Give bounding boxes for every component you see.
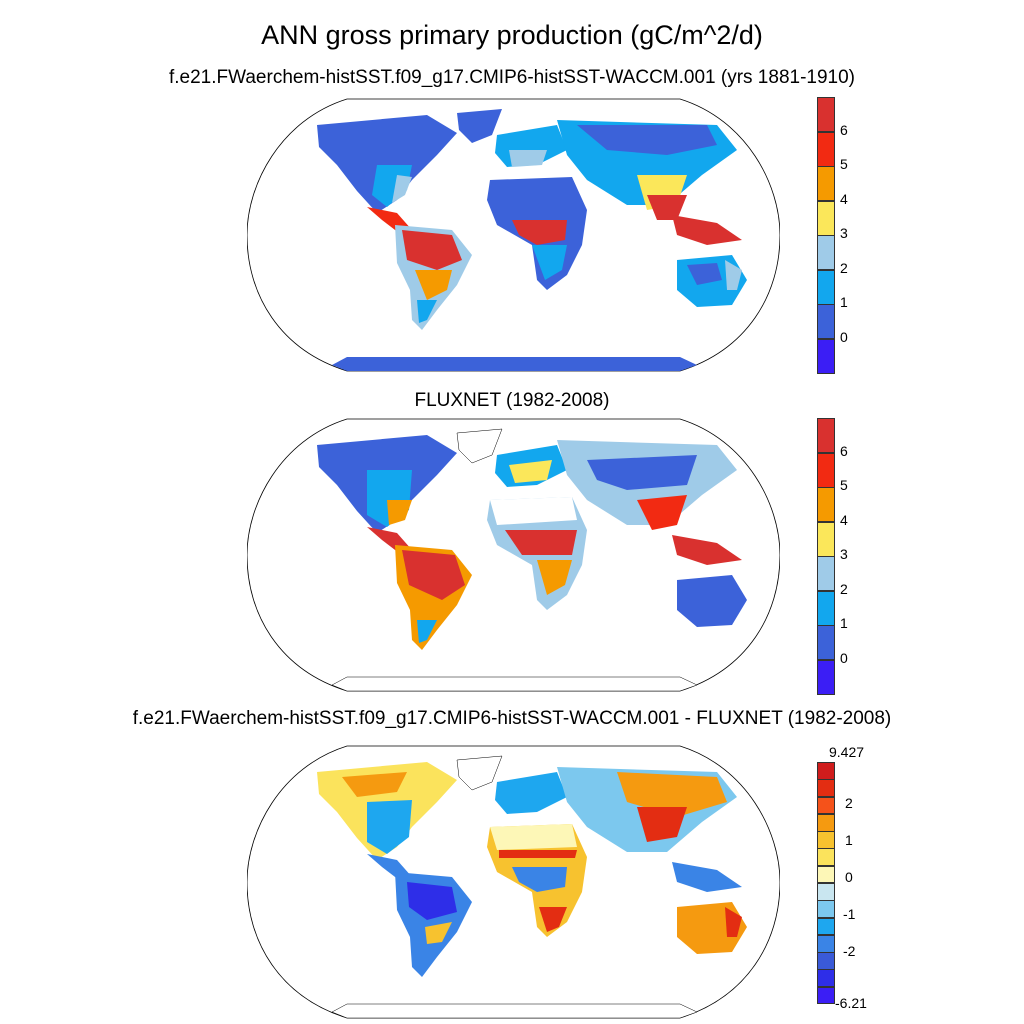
colorbar-3-label: 0 xyxy=(845,869,853,885)
greenland xyxy=(457,109,502,143)
colorbar-swatch xyxy=(817,883,835,901)
colorbar-swatch xyxy=(817,166,835,201)
panel-3-world-map xyxy=(247,745,780,1019)
colorbar-swatch xyxy=(817,556,835,591)
figure-title: ANN gross primary production (gC/m^2/d) xyxy=(261,20,763,50)
panel-3-colorbar xyxy=(817,762,835,1005)
colorbar-1-label: 3 xyxy=(840,225,848,241)
colorbar-swatch xyxy=(817,338,835,374)
colorbar-swatch xyxy=(817,97,835,132)
colorbar-swatch xyxy=(817,900,835,919)
colorbar-3-label: -6.21 xyxy=(835,995,867,1011)
colorbar-swatch xyxy=(817,304,835,339)
greenland xyxy=(456,428,503,464)
colorbar-swatch xyxy=(817,235,835,270)
colorbar-swatch xyxy=(817,418,835,453)
colorbar-1-label: 5 xyxy=(840,156,848,172)
colorbar-swatch xyxy=(817,269,835,305)
colorbar-swatch xyxy=(817,934,835,953)
colorbar-swatch xyxy=(817,952,835,970)
colorbar-swatch xyxy=(817,131,835,167)
colorbar-swatch xyxy=(817,969,835,988)
colorbar-1-label: 2 xyxy=(840,260,848,276)
colorbar-swatch xyxy=(817,813,835,832)
maritime-southeast-asia xyxy=(672,535,742,565)
colorbar-swatch xyxy=(817,917,835,936)
colorbar-2-label: 4 xyxy=(840,512,848,528)
maritime-southeast-asia xyxy=(672,215,742,245)
australia xyxy=(677,575,747,627)
colorbar-2-label: 0 xyxy=(840,650,848,666)
colorbar-swatch xyxy=(817,200,835,236)
colorbar-swatch xyxy=(817,848,835,867)
colorbar-swatch xyxy=(817,796,835,815)
antarctica xyxy=(331,676,698,692)
colorbar-2-label: 2 xyxy=(840,581,848,597)
antarctica xyxy=(331,1003,698,1019)
land xyxy=(317,109,747,371)
panel-2-subtitle: FLUXNET (1982-2008) xyxy=(414,390,610,411)
colorbar-2-label: 1 xyxy=(840,615,848,631)
panel-1-world-map xyxy=(247,98,780,372)
colorbar-1-label: 0 xyxy=(840,329,848,345)
colorbar-swatch xyxy=(817,762,835,780)
panel-2-world-map xyxy=(247,418,780,692)
maritime-southeast-asia xyxy=(672,862,742,892)
colorbar-swatch xyxy=(817,521,835,557)
colorbar-1-label: 6 xyxy=(840,122,848,138)
colorbar-swatch xyxy=(817,452,835,488)
north-america xyxy=(317,115,457,213)
colorbar-swatch xyxy=(817,779,835,798)
land xyxy=(317,755,747,1019)
colorbar-3-label: 1 xyxy=(845,832,853,848)
panel-3-subtitle: f.e21.FWaerchem-histSST.f09_g17.CMIP6-hi… xyxy=(132,708,892,729)
panel-1-colorbar xyxy=(817,97,835,374)
colorbar-2-label: 5 xyxy=(840,477,848,493)
colorbar-2-label: 6 xyxy=(840,443,848,459)
colorbar-3-label: 9.427 xyxy=(829,744,865,760)
colorbar-swatch xyxy=(817,986,835,1005)
colorbar-1-label: 1 xyxy=(840,294,848,310)
greenland xyxy=(456,755,503,791)
panel-2-colorbar xyxy=(817,418,835,695)
colorbar-1-label: 4 xyxy=(840,191,848,207)
colorbar-3-label: -1 xyxy=(843,906,856,922)
colorbar-swatch xyxy=(817,487,835,522)
colorbar-swatch xyxy=(817,865,835,884)
colorbar-swatch xyxy=(817,625,835,660)
europe xyxy=(495,772,567,814)
colorbar-3-label: -2 xyxy=(843,943,856,959)
colorbar-swatch xyxy=(817,659,835,695)
antarctica xyxy=(332,357,697,371)
colorbar-swatch xyxy=(817,590,835,626)
panel-1-subtitle: f.e21.FWaerchem-histSST.f09_g17.CMIP6-hi… xyxy=(168,67,855,88)
colorbar-2-label: 3 xyxy=(840,546,848,562)
land xyxy=(317,428,747,692)
colorbar-3-label: 2 xyxy=(845,795,853,811)
colorbar-swatch xyxy=(817,831,835,849)
